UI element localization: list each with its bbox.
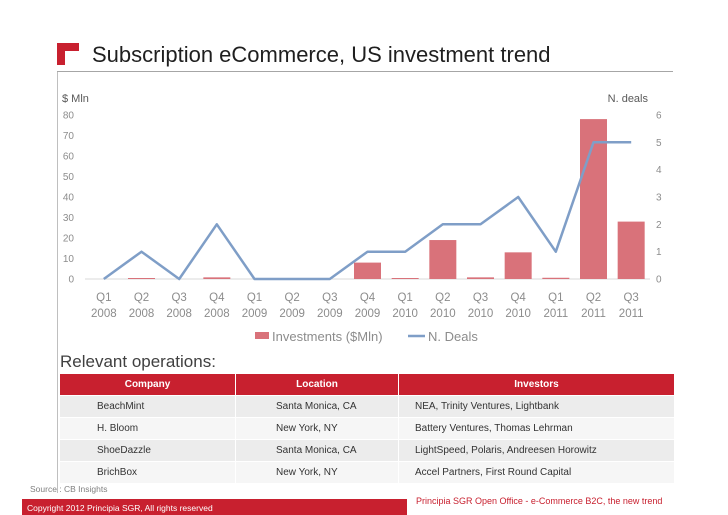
investors-cell: LightSpeed, Polaris, Andreesen Horowitz xyxy=(398,439,674,462)
company-cell: BeachMint xyxy=(60,395,236,418)
x-tick-year: 2009 xyxy=(317,308,343,320)
right-tick-label: 5 xyxy=(656,138,662,149)
x-tick-quarter: Q1 xyxy=(548,292,563,304)
left-tick-label: 60 xyxy=(63,152,75,163)
left-tick-label: 0 xyxy=(68,275,74,286)
deals-line xyxy=(103,141,632,281)
x-tick-quarter: Q3 xyxy=(322,292,337,304)
title-divider xyxy=(57,71,673,72)
bar xyxy=(354,262,381,279)
x-tick-quarter: Q3 xyxy=(623,292,638,304)
company-cell: H. Bloom xyxy=(60,417,236,440)
bar xyxy=(617,221,645,279)
x-tick-quarter: Q1 xyxy=(96,292,111,304)
table-row: BrichBox New York, NY Accel Partners, Fi… xyxy=(60,461,674,483)
source-note: Source : CB Insights xyxy=(30,484,108,494)
right-tick-label: 1 xyxy=(656,247,662,258)
bar xyxy=(203,277,231,279)
bar xyxy=(504,252,532,279)
footer-presentation-title: Principia SGR Open Office - e-Commerce B… xyxy=(416,496,663,506)
x-tick-year: 2011 xyxy=(581,308,606,320)
x-tick-year: 2008 xyxy=(204,308,230,320)
x-tick-quarter: Q2 xyxy=(435,292,450,304)
footer-bar xyxy=(22,499,407,515)
bar xyxy=(128,278,155,279)
x-tick-quarter: Q4 xyxy=(360,292,376,304)
left-tick-label: 20 xyxy=(63,234,75,245)
x-tick-year: 2008 xyxy=(166,308,192,320)
left-tick-label: 40 xyxy=(63,193,75,204)
left-tick-label: 50 xyxy=(63,172,75,183)
x-tick-quarter: Q3 xyxy=(473,292,488,304)
column-header-investors: Investors xyxy=(398,374,674,396)
x-tick-year: 2010 xyxy=(430,308,456,320)
x-tick-year: 2009 xyxy=(279,308,305,320)
x-tick-year: 2011 xyxy=(543,308,568,320)
x-tick-year: 2010 xyxy=(392,308,418,320)
x-tick-year: 2010 xyxy=(468,308,494,320)
x-tick-year: 2008 xyxy=(91,308,117,320)
location-cell: Santa Monica, CA xyxy=(235,439,399,462)
table-header-row: Company Location Investors xyxy=(60,374,674,396)
legend-label-investments: Investments ($Mln) xyxy=(272,329,383,344)
location-cell: New York, NY xyxy=(235,417,399,440)
legend-swatch-investments xyxy=(255,332,269,339)
bar xyxy=(429,240,457,279)
x-tick-year: 2008 xyxy=(129,308,155,320)
left-tick-label: 30 xyxy=(63,213,75,224)
left-tick-label: 70 xyxy=(63,131,75,142)
investors-cell: Accel Partners, First Round Capital xyxy=(398,461,674,483)
table-row: ShoeDazzle Santa Monica, CA LightSpeed, … xyxy=(60,439,674,462)
x-tick-year: 2009 xyxy=(355,308,381,320)
page-title: Subscription eCommerce, US investment tr… xyxy=(92,42,551,67)
left-axis-title: $ Mln xyxy=(62,93,89,105)
right-tick-label: 2 xyxy=(656,220,662,231)
operations-table: Company Location Investors BeachMint San… xyxy=(60,374,674,483)
x-tick-quarter: Q1 xyxy=(247,292,262,304)
x-tick-year: 2009 xyxy=(242,308,268,320)
bar xyxy=(542,277,570,279)
legend-label-deals: N. Deals xyxy=(428,329,478,344)
brand-logo-icon xyxy=(57,43,79,65)
x-tick-quarter: Q1 xyxy=(397,292,412,304)
operations-heading: Relevant operations: xyxy=(60,352,216,371)
location-cell: Santa Monica, CA xyxy=(235,395,399,418)
right-tick-label: 6 xyxy=(656,111,662,122)
company-cell: ShoeDazzle xyxy=(60,439,236,462)
x-tick-quarter: Q4 xyxy=(209,292,225,304)
right-tick-label: 4 xyxy=(656,165,662,176)
x-tick-year: 2010 xyxy=(505,308,531,320)
footer-copyright: Copyright 2012 Principia SGR, All rights… xyxy=(27,503,213,513)
investors-cell: NEA, Trinity Ventures, Lightbank xyxy=(398,395,674,418)
bar xyxy=(391,278,419,279)
x-tick-quarter: Q2 xyxy=(134,292,149,304)
right-axis-title: N. deals xyxy=(608,93,649,105)
column-header-location: Location xyxy=(235,374,399,396)
table-row: BeachMint Santa Monica, CA NEA, Trinity … xyxy=(60,395,674,418)
right-tick-label: 3 xyxy=(656,193,662,204)
location-cell: New York, NY xyxy=(235,461,399,483)
bar xyxy=(467,277,494,279)
right-tick-label: 0 xyxy=(656,275,662,286)
left-tick-label: 10 xyxy=(63,254,75,265)
investors-cell: Battery Ventures, Thomas Lehrman xyxy=(398,417,674,440)
x-tick-quarter: Q4 xyxy=(510,292,526,304)
table-row: H. Bloom New York, NY Battery Ventures, … xyxy=(60,417,674,440)
x-tick-year: 2011 xyxy=(619,308,644,320)
x-tick-quarter: Q2 xyxy=(284,292,299,304)
investment-chart: $ Mln N. deals 0 10 20 30 40 50 60 70 80 0 1 2 3 4 5 6 Q1 2… xyxy=(62,93,662,344)
left-margin-line xyxy=(57,72,58,493)
x-tick-quarter: Q3 xyxy=(171,292,186,304)
column-header-company: Company xyxy=(60,374,236,396)
left-tick-label: 80 xyxy=(63,111,75,122)
x-tick-quarter: Q2 xyxy=(586,292,601,304)
company-cell: BrichBox xyxy=(60,461,236,483)
